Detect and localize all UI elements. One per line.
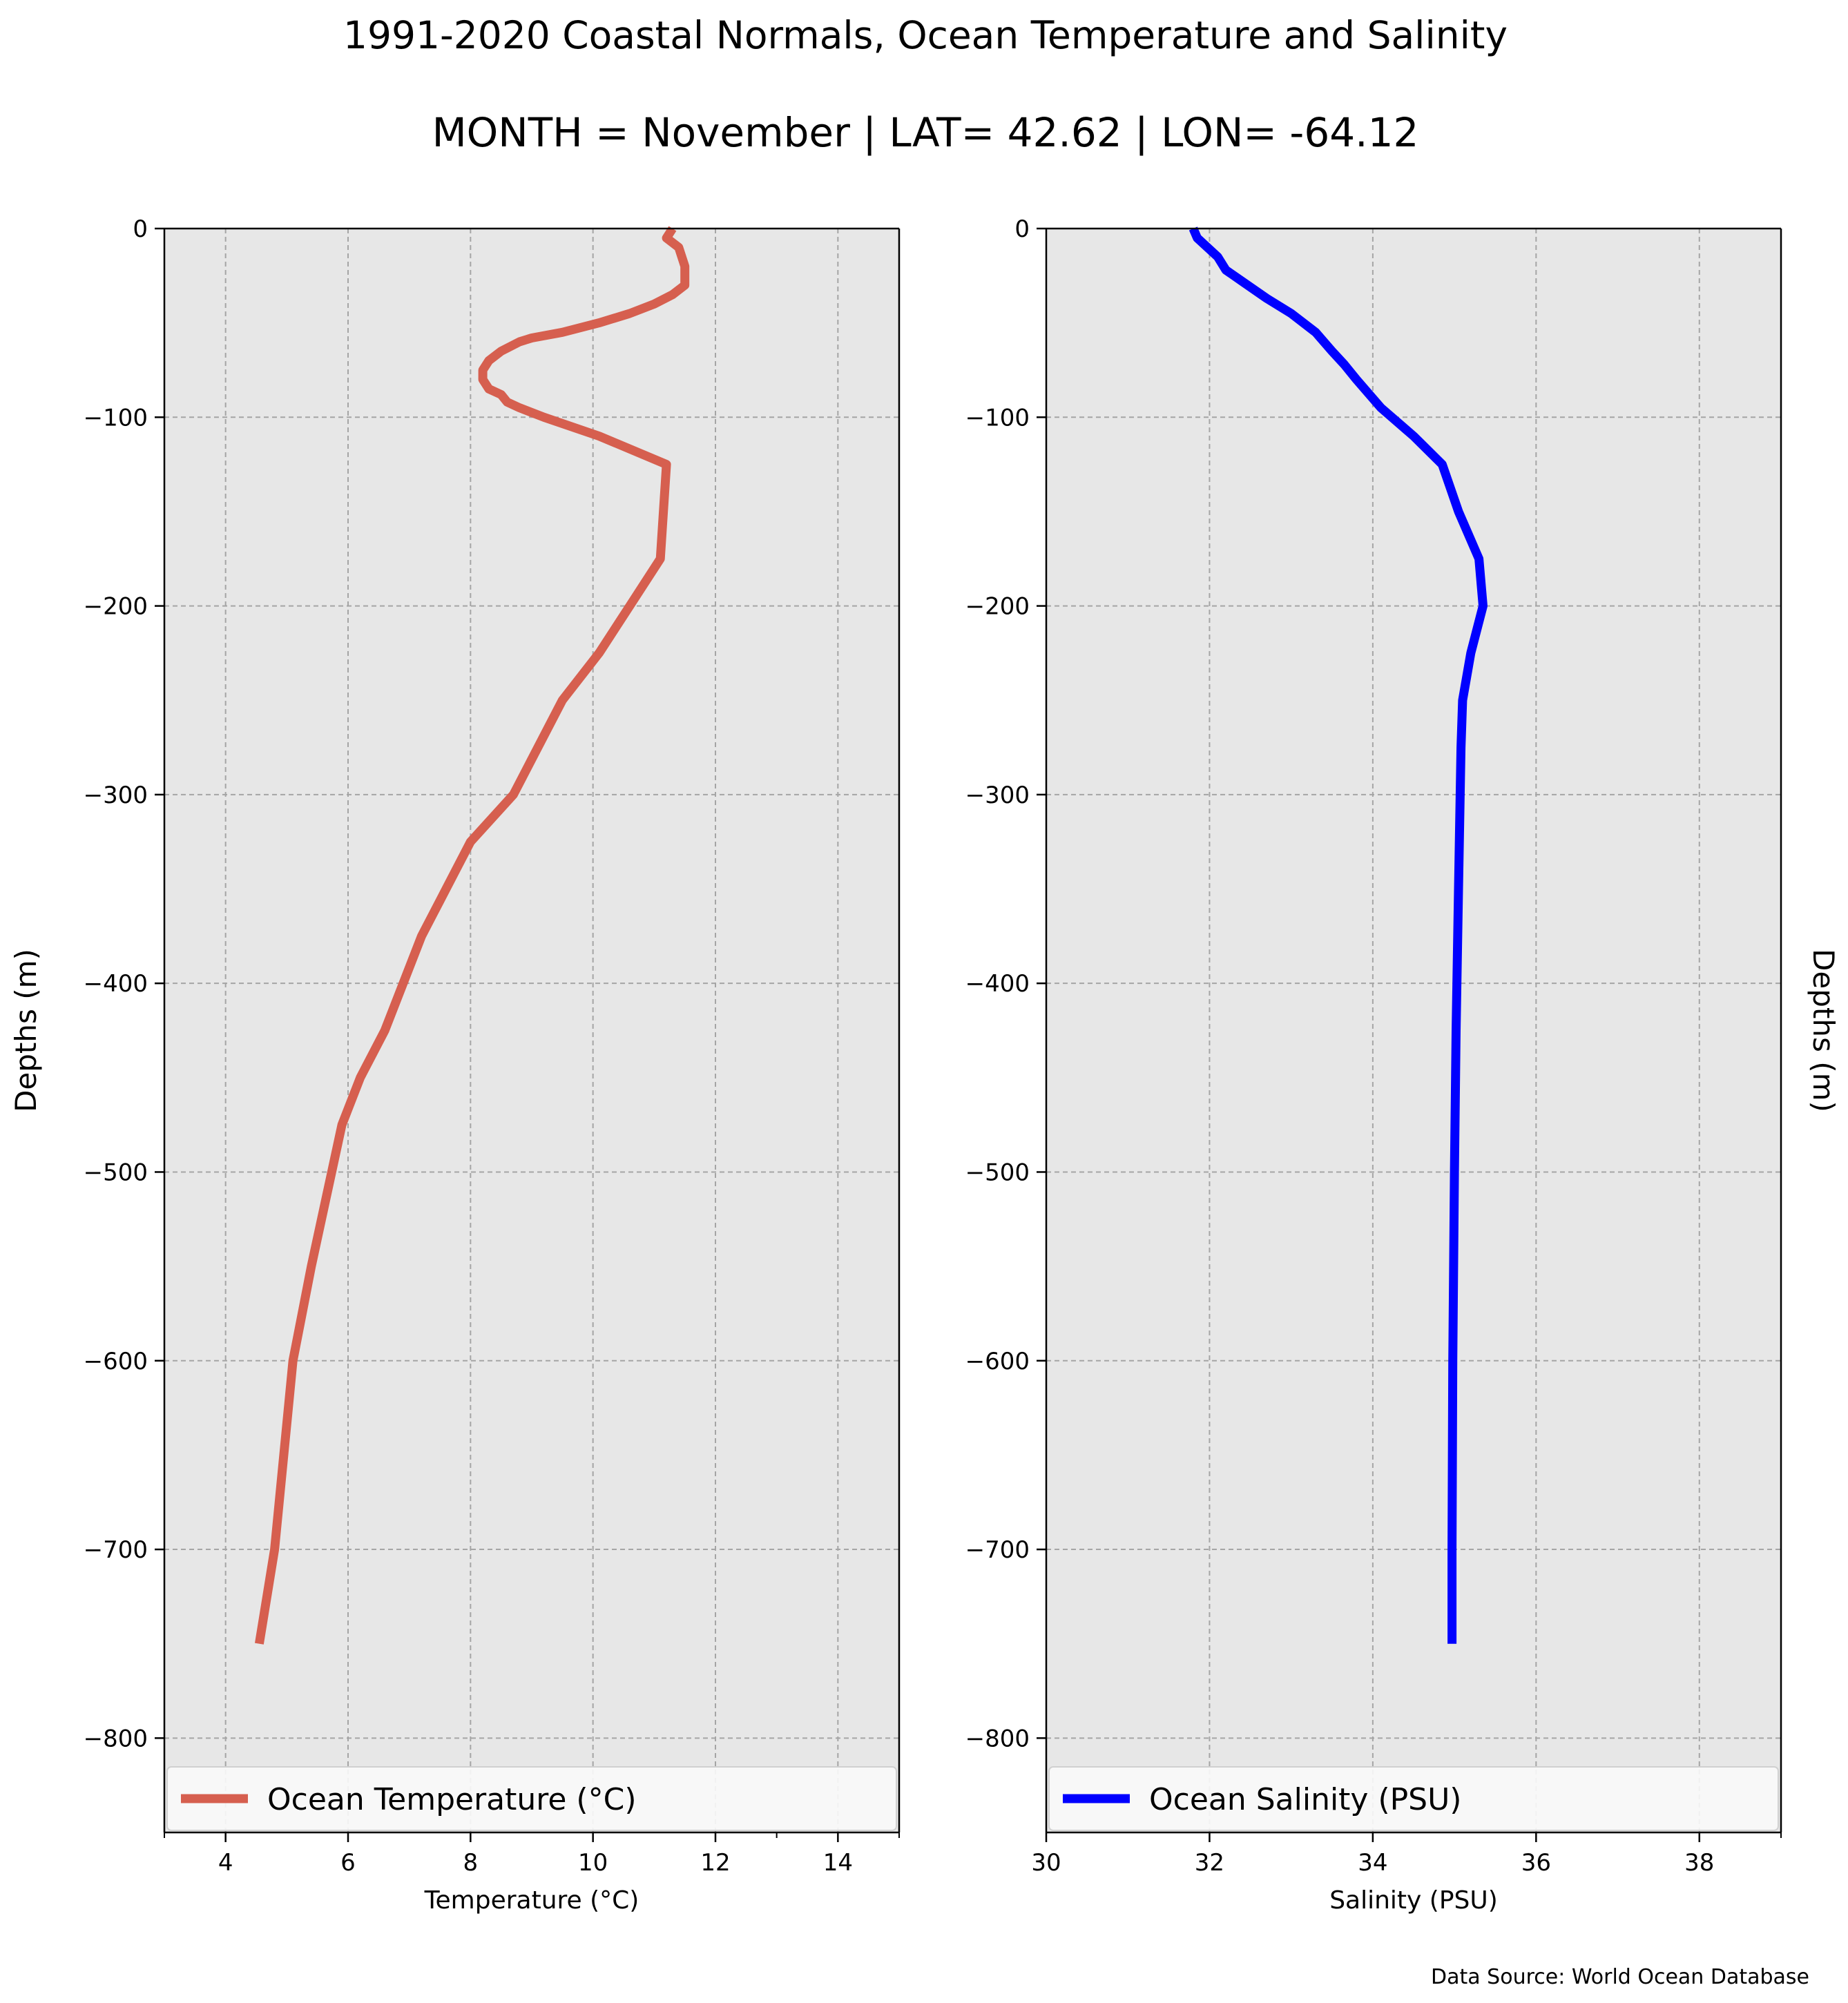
x-tick-label: 4 [218,1849,233,1877]
legend-box [166,1766,897,1831]
x-axis-label: Temperature (°C) [424,1886,639,1915]
y-tick-label: −100 [84,404,148,432]
y-tick-label: −500 [965,1159,1030,1186]
salinity-panel: Ocean Salinity (PSU) 0 −100 −200 −300 −400 −50… [965,215,1840,1915]
y-tick-label: −600 [84,1348,148,1375]
data-series-line [1188,226,1488,1644]
y-tick-label: −800 [84,1725,148,1752]
y-tick-label: 0 [1014,215,1030,243]
legend-box [1048,1766,1779,1831]
y-tick-label: −800 [965,1725,1030,1752]
x-tick-label: 32 [1195,1849,1224,1877]
y-tick-label: 0 [133,215,148,243]
y-axis-label: Depths (m) [9,949,43,1112]
plot-background [164,229,899,1832]
y-tick-label: −500 [84,1159,148,1186]
y-tick-label: −300 [965,782,1030,809]
x-tick-label: 36 [1521,1849,1551,1877]
y-tick-label: −700 [965,1536,1030,1564]
y-tick-label: −700 [84,1536,148,1564]
x-tick-label: 6 [340,1849,356,1877]
x-tick-label: 30 [1031,1849,1061,1877]
temperature-panel: Ocean Temperature (°C) 0 −100 −200 −300 −400 −… [9,215,901,1915]
x-axis-label: Salinity (PSU) [1329,1886,1498,1915]
y-tick-label: −300 [84,782,148,809]
figure-title: 1991-2020 Coastal Normals, Ocean Tempera… [343,13,1508,57]
x-tick-label: 12 [700,1849,730,1877]
legend-label: Ocean Temperature (°C) [267,1782,637,1817]
y-tick-label: −200 [965,593,1030,621]
y-tick-label: −400 [965,970,1030,998]
legend-label: Ocean Salinity (PSU) [1149,1782,1461,1817]
source-note: Data Source: World Ocean Database [1431,1965,1809,1989]
x-tick-label: 38 [1684,1849,1714,1877]
x-tick-label: 10 [578,1849,608,1877]
y-axis-label: Depths (m) [1807,949,1840,1112]
y-tick-label: −100 [965,404,1030,432]
y-tick-label: −400 [84,970,148,998]
x-tick-label: 8 [463,1849,479,1877]
figure-subtitle: MONTH = November | LAT= 42.62 | LON= -64… [432,109,1419,156]
x-tick-label: 34 [1358,1849,1387,1877]
plot-background [1046,229,1781,1832]
data-series-line [254,226,690,1645]
y-tick-label: −200 [84,593,148,621]
x-tick-label: 14 [823,1849,853,1877]
y-tick-label: −600 [965,1348,1030,1375]
